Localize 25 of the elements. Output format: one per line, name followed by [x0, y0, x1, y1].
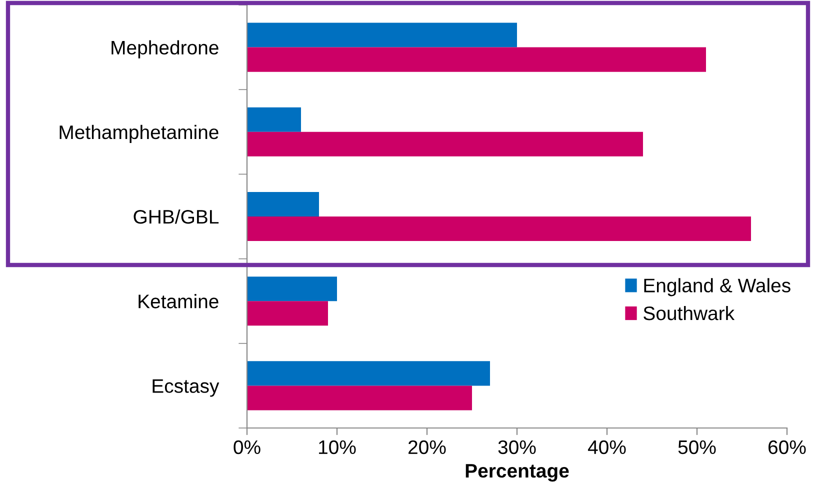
y-tick-label: GHB/GBL: [134, 209, 219, 224]
bar: [247, 301, 328, 326]
bar: [247, 22, 517, 48]
bar: [247, 107, 301, 132]
x-axis-title: Percentage: [466, 464, 569, 482]
x-tick-label: 60%: [768, 440, 806, 454]
bar: [247, 216, 751, 242]
bar: [247, 192, 319, 216]
legend-label: England & Wales: [644, 278, 790, 296]
bar: [247, 361, 490, 386]
x-tick-label: 30%: [498, 440, 536, 454]
bar: [247, 276, 337, 302]
legend-label: Southwark: [644, 306, 735, 320]
y-tick-label: Mephedrone: [112, 40, 218, 58]
bar: [247, 386, 472, 410]
bar: [247, 47, 706, 72]
x-tick-label: 50%: [678, 440, 716, 454]
y-tick-label: Methamphetamine: [60, 124, 218, 143]
x-tick-label: 20%: [408, 440, 446, 454]
y-tick-label: Ecstasy: [152, 379, 220, 397]
x-tick-label: 0%: [234, 440, 260, 454]
bar: [247, 132, 643, 156]
y-tick-label: Ketamine: [138, 294, 218, 308]
x-tick-label: 40%: [588, 440, 626, 454]
x-tick-label: 10%: [319, 440, 356, 454]
